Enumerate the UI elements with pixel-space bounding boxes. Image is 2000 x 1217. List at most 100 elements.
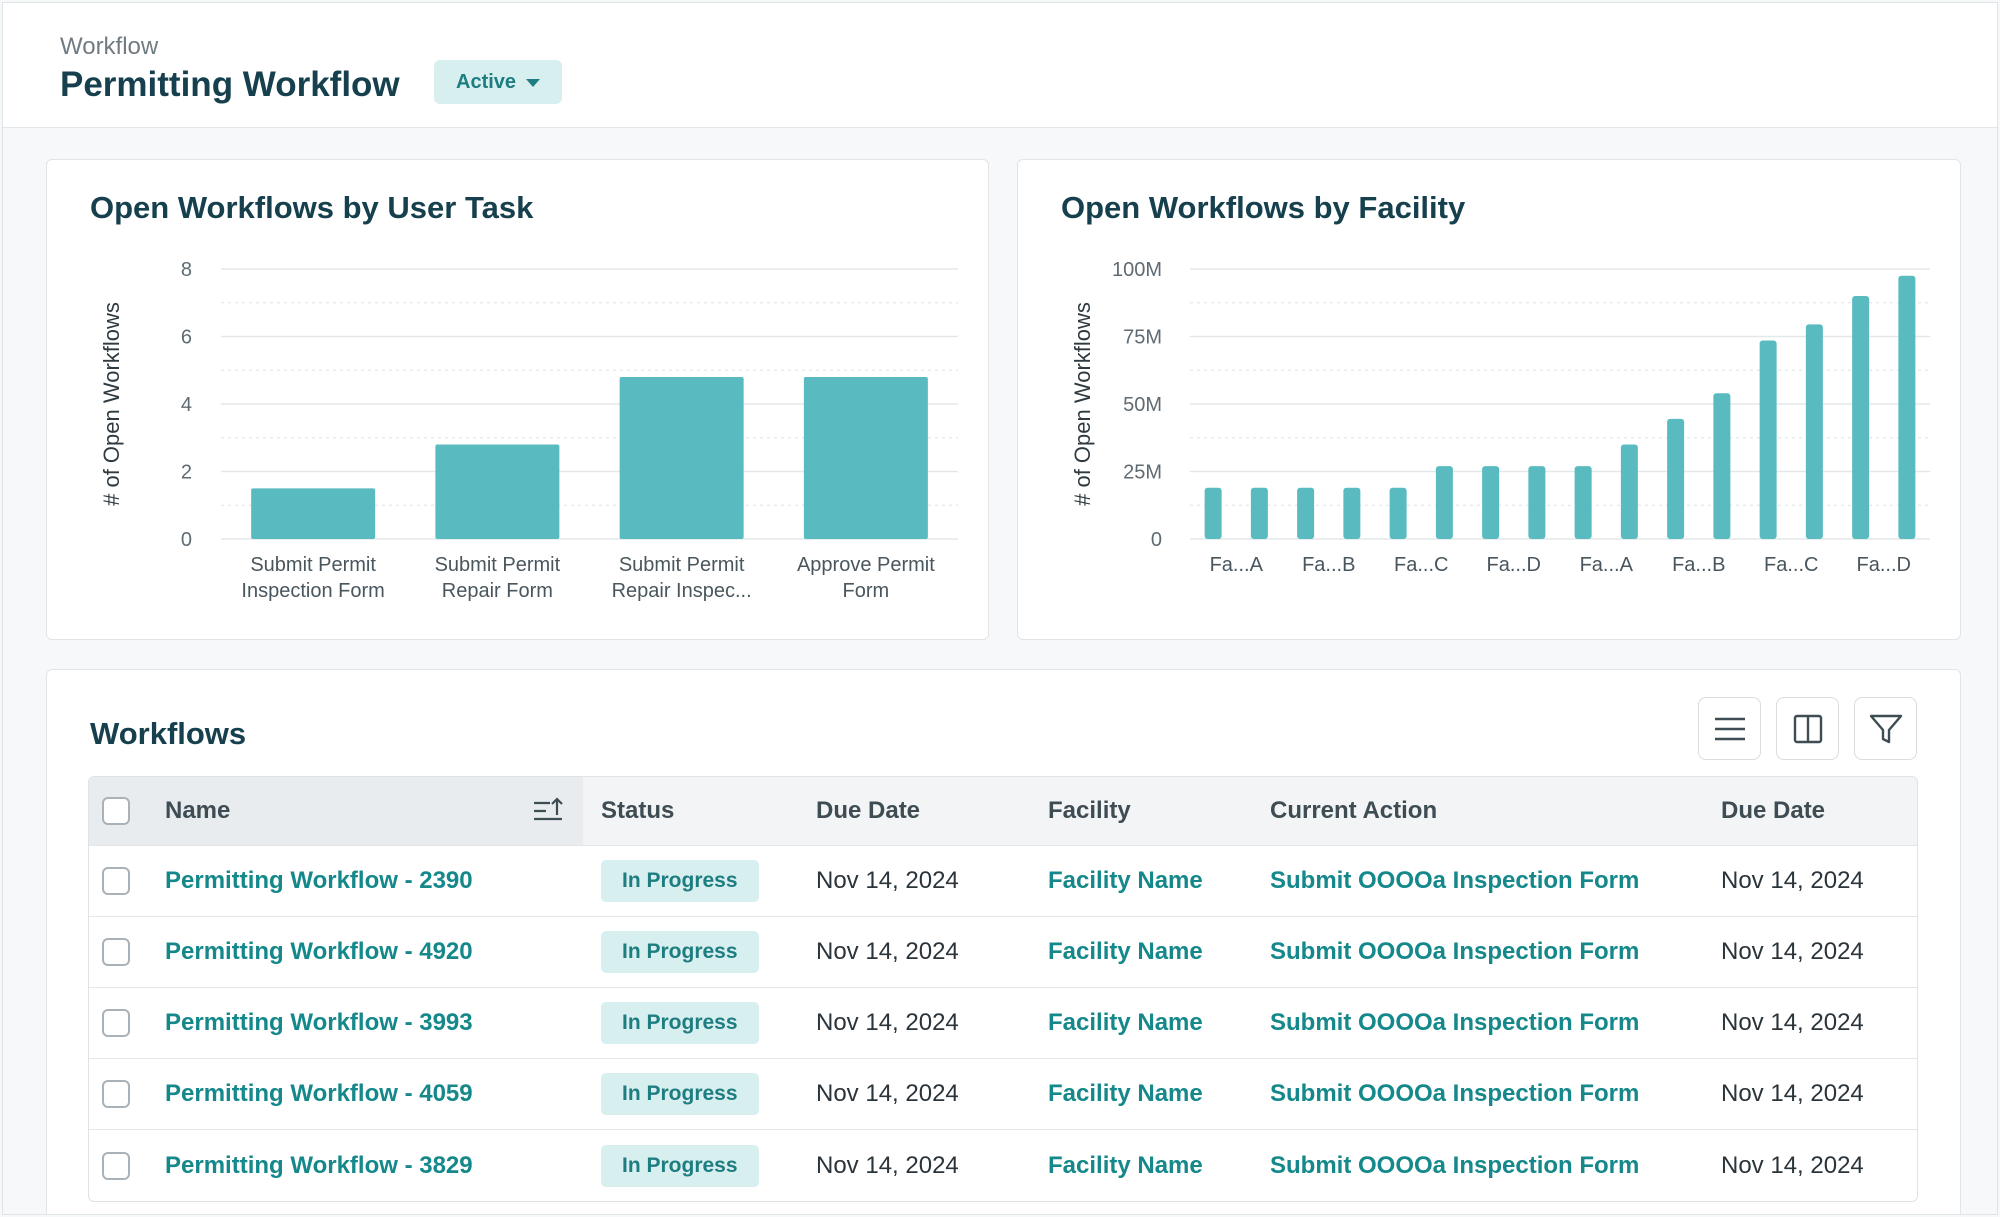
row-checkbox[interactable] — [102, 938, 130, 966]
x-tick-label: Fa...A — [1210, 554, 1264, 576]
bar — [1482, 466, 1500, 539]
row-checkbox[interactable] — [102, 1151, 130, 1180]
workflow-name-link[interactable]: Permitting Workflow - 4059 — [165, 1080, 473, 1107]
workflow-name-link[interactable]: Permitting Workflow - 3829 — [165, 1151, 473, 1179]
status-dropdown[interactable]: Active — [434, 60, 562, 104]
due-date-2: Nov 14, 2024 — [1721, 867, 1864, 894]
page-title: Permitting Workflow — [60, 65, 400, 104]
y-tick-label: 75M — [1123, 327, 1162, 349]
bar — [1759, 340, 1777, 539]
facility-link[interactable]: Facility Name — [1048, 867, 1203, 894]
breadcrumb[interactable]: Workflow — [60, 33, 159, 60]
bar — [1343, 487, 1361, 539]
x-tick-label: Fa...B — [1302, 554, 1355, 576]
bar — [803, 377, 928, 539]
row-checkbox[interactable] — [102, 867, 130, 895]
current-action-link[interactable]: Submit OOOOa Inspection Form — [1270, 938, 1640, 965]
select-all-checkbox[interactable] — [102, 797, 130, 825]
facility-link[interactable]: Facility Name — [1048, 1080, 1203, 1107]
workflow-name-link[interactable]: Permitting Workflow - 2390 — [165, 867, 473, 894]
column-header-name[interactable]: Name — [165, 797, 231, 824]
x-tick-label: Submit Permit — [435, 554, 561, 576]
sort-ascending-icon[interactable] — [532, 797, 564, 825]
chart-card-user-task: Open Workflows by User Task 0 2 4 6 8 # of Op… — [46, 159, 989, 640]
x-tick-label: Submit Permit — [619, 554, 745, 576]
workflows-table: Name Status Due Date Facility Current Ac… — [88, 776, 1918, 1202]
workflow-name-link[interactable]: Permitting Workflow - 4920 — [165, 938, 473, 965]
column-header-status[interactable]: Status — [601, 797, 675, 824]
x-tick-label: Fa...B — [1672, 554, 1725, 576]
due-date-2: Nov 14, 2024 — [1721, 1151, 1864, 1179]
current-action-link[interactable]: Submit OOOOa Inspection Form — [1270, 1151, 1640, 1179]
facility-bar-chart: 0 25M 50M 75M 100M # of Open Workflows Fa...A F… — [1070, 259, 1930, 576]
table-row[interactable]: Permitting Workflow - 3993 In Progress N… — [89, 988, 1917, 1059]
row-checkbox[interactable] — [102, 1009, 130, 1037]
due-date: Nov 14, 2024 — [816, 1080, 959, 1107]
bar — [1435, 466, 1453, 539]
filter-icon — [1869, 714, 1902, 743]
columns-button[interactable] — [1776, 697, 1839, 760]
x-tick-label: Submit Permit — [250, 554, 376, 576]
filter-button[interactable] — [1854, 697, 1917, 760]
chart-title: Open Workflows by User Task — [90, 190, 534, 225]
bar — [1574, 466, 1592, 539]
bar — [1297, 487, 1315, 539]
facility-link[interactable]: Facility Name — [1048, 1151, 1203, 1179]
table-row[interactable]: Permitting Workflow - 3829 In Progress N… — [89, 1130, 1917, 1201]
bar — [1389, 487, 1407, 539]
x-tick-label: Fa...C — [1764, 554, 1818, 576]
y-tick-label: 100M — [1112, 259, 1162, 281]
workflows-table-card: Workflows Name — [46, 669, 1961, 1214]
x-tick-label: Approve Permit — [797, 554, 935, 576]
y-tick-label: 50M — [1123, 394, 1162, 416]
columns-icon — [1793, 714, 1822, 743]
user-task-bar-chart: 0 2 4 6 8 # of Open Workflows Submit Permit Ins… — [99, 259, 958, 602]
x-tick-label: Inspection Form — [241, 580, 384, 602]
list-density-icon — [1714, 717, 1745, 740]
table-row[interactable]: Permitting Workflow - 4059 In Progress N… — [89, 1059, 1917, 1130]
bar — [1805, 324, 1823, 539]
table-row[interactable]: Permitting Workflow - 2390 In Progress N… — [89, 846, 1917, 917]
current-action-link[interactable]: Submit OOOOa Inspection Form — [1270, 1080, 1640, 1107]
chart-card-facility: Open Workflows by Facility 0 25M 50M 75M 100… — [1017, 159, 1961, 640]
y-tick-label: 6 — [181, 327, 192, 349]
bar — [1852, 296, 1870, 539]
status-badge: In Progress — [601, 1073, 759, 1115]
x-tick-label: Fa...D — [1857, 554, 1911, 576]
chart-title: Open Workflows by Facility — [1061, 190, 1466, 225]
bar — [1250, 487, 1268, 539]
due-date: Nov 14, 2024 — [816, 938, 959, 965]
column-header-facility[interactable]: Facility — [1048, 797, 1131, 824]
status-badge: In Progress — [601, 860, 759, 902]
column-header-due-date[interactable]: Due Date — [816, 797, 921, 824]
status-badge: In Progress — [601, 1144, 759, 1187]
status-dropdown-label: Active — [456, 70, 517, 93]
due-date-2: Nov 14, 2024 — [1721, 1009, 1864, 1036]
y-tick-label: 25M — [1123, 462, 1162, 484]
x-tick-label: Repair Inspec... — [612, 580, 752, 602]
column-header-current-action[interactable]: Current Action — [1270, 797, 1438, 824]
due-date-2: Nov 14, 2024 — [1721, 1080, 1864, 1107]
column-header-due-date-2[interactable]: Due Date — [1721, 797, 1826, 824]
current-action-link[interactable]: Submit OOOOa Inspection Form — [1270, 867, 1640, 894]
x-tick-label: Fa...A — [1580, 554, 1634, 576]
y-tick-label: 0 — [1151, 529, 1162, 551]
facility-link[interactable]: Facility Name — [1048, 1009, 1203, 1036]
caret-down-icon — [526, 79, 541, 87]
current-action-link[interactable]: Submit OOOOa Inspection Form — [1270, 1009, 1640, 1036]
bar — [1620, 444, 1638, 539]
table-header-row: Name Status Due Date Facility Current Ac… — [89, 777, 1917, 846]
y-tick-label: 8 — [181, 259, 192, 281]
bar — [1898, 275, 1916, 539]
due-date: Nov 14, 2024 — [816, 867, 959, 894]
row-checkbox[interactable] — [102, 1080, 130, 1108]
workflow-name-link[interactable]: Permitting Workflow - 3993 — [165, 1009, 473, 1036]
facility-link[interactable]: Facility Name — [1048, 938, 1203, 965]
x-tick-label: Form — [843, 580, 890, 602]
list-density-button[interactable] — [1698, 697, 1761, 760]
due-date: Nov 14, 2024 — [816, 1009, 959, 1036]
table-row[interactable]: Permitting Workflow - 4920 In Progress N… — [89, 917, 1917, 988]
bar — [1667, 418, 1685, 539]
bar — [1528, 466, 1546, 539]
